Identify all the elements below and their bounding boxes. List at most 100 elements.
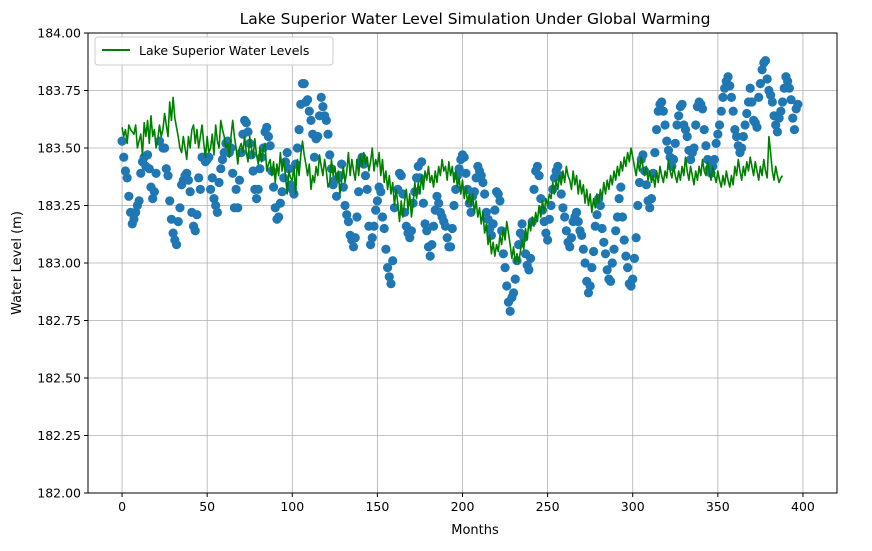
chart-title: Lake Superior Water Level Simulation Und…	[240, 10, 711, 28]
scatter-point	[737, 143, 747, 153]
scatter-point	[766, 90, 776, 100]
scatter-point	[292, 143, 302, 153]
scatter-point	[161, 164, 171, 174]
scatter-point	[524, 265, 534, 275]
scatter-point	[325, 150, 335, 160]
scatter-point	[774, 113, 784, 123]
scatter-point	[728, 106, 738, 116]
scatter-point	[645, 203, 655, 213]
scatter-point	[371, 205, 381, 215]
scatter-point	[500, 263, 510, 273]
scatter-point	[543, 235, 553, 245]
scatter-point	[481, 207, 491, 217]
scatter-point	[142, 150, 153, 160]
scatter-point	[786, 95, 796, 105]
legend-box	[94, 36, 334, 66]
scatter-point	[668, 154, 679, 165]
scatter-point	[354, 187, 364, 197]
y-axis-ticks: 182.00 182.25 182.50 182.75 183.00 183.25 183.…	[37, 26, 88, 501]
scatter-point	[691, 120, 701, 130]
scatter-point	[342, 210, 352, 220]
scatter-point	[388, 256, 398, 266]
scatter-series	[117, 56, 803, 316]
scatter-point	[194, 173, 204, 183]
scatter-point	[738, 131, 748, 142]
scatter-point	[498, 249, 508, 259]
scatter-point	[231, 184, 241, 194]
scatter-point	[211, 200, 221, 211]
scatter-point	[233, 203, 243, 213]
scatter-point	[251, 194, 262, 204]
scatter-point	[609, 244, 619, 254]
scatter-point	[789, 125, 800, 135]
y-tick-label: 183.25	[37, 198, 81, 213]
scatter-point	[755, 79, 766, 89]
scatter-point	[275, 198, 285, 208]
scatter-point	[784, 83, 794, 93]
scatter-point	[595, 200, 605, 211]
scatter-point	[745, 83, 755, 93]
scatter-point	[599, 237, 609, 247]
scatter-point	[588, 246, 599, 257]
scatter-point	[454, 164, 464, 174]
scatter-point	[372, 196, 382, 206]
scatter-point	[209, 194, 219, 204]
scatter-point	[703, 154, 713, 165]
scatter-point	[445, 242, 456, 252]
scatter-point	[117, 136, 127, 146]
scatter-point	[461, 168, 471, 178]
scatter-point	[289, 189, 299, 199]
scatter-point	[396, 171, 406, 181]
scatter-point	[131, 207, 141, 217]
x-tick-label: 250	[536, 499, 560, 514]
scatter-point	[343, 217, 354, 227]
scatter-point	[323, 129, 333, 139]
scatter-point	[182, 168, 192, 178]
scatter-point	[466, 207, 476, 217]
x-tick-label: 300	[621, 499, 645, 514]
y-tick-label: 184.00	[37, 26, 81, 41]
scatter-point	[793, 99, 803, 109]
scatter-point	[309, 152, 319, 162]
scatter-point	[502, 281, 512, 291]
scatter-point	[723, 72, 733, 82]
scatter-point	[434, 198, 444, 208]
scatter-point	[406, 226, 417, 236]
scatter-point	[362, 184, 372, 194]
scatter-point	[646, 194, 657, 204]
scatter-point	[716, 106, 726, 116]
scatter-point	[740, 120, 750, 130]
scatter-point	[592, 210, 602, 220]
y-axis-label: Water Level (m)	[10, 211, 25, 315]
scatter-point	[626, 281, 636, 291]
scatter-point	[638, 150, 648, 160]
scatter-point	[204, 152, 214, 162]
scatter-point	[144, 164, 154, 174]
scatter-point	[631, 233, 641, 243]
scatter-point	[185, 187, 195, 197]
scatter-point	[682, 131, 692, 142]
scatter-point	[583, 288, 594, 298]
scatter-point	[641, 180, 651, 190]
scatter-point	[714, 120, 725, 130]
scatter-point	[313, 131, 323, 142]
grid-lines	[88, 32, 837, 494]
scatter-point	[190, 226, 200, 236]
x-tick-label: 400	[791, 499, 815, 514]
scatter-point	[544, 214, 554, 224]
scatter-point	[505, 306, 515, 316]
scatter-point	[573, 217, 583, 227]
scatter-point	[365, 240, 376, 250]
x-axis-label: Months	[451, 523, 499, 538]
x-axis-ticks: 0 50 100 150 200 250 300 350 400	[118, 493, 815, 514]
scatter-point	[427, 240, 437, 250]
scatter-point	[752, 122, 762, 132]
scatter-point	[192, 210, 202, 220]
scatter-point	[662, 136, 672, 146]
scatter-point	[379, 223, 389, 234]
scatter-point	[525, 253, 536, 263]
scatter-point	[418, 198, 428, 208]
scatter-point	[228, 168, 238, 178]
scatter-point	[658, 106, 668, 116]
